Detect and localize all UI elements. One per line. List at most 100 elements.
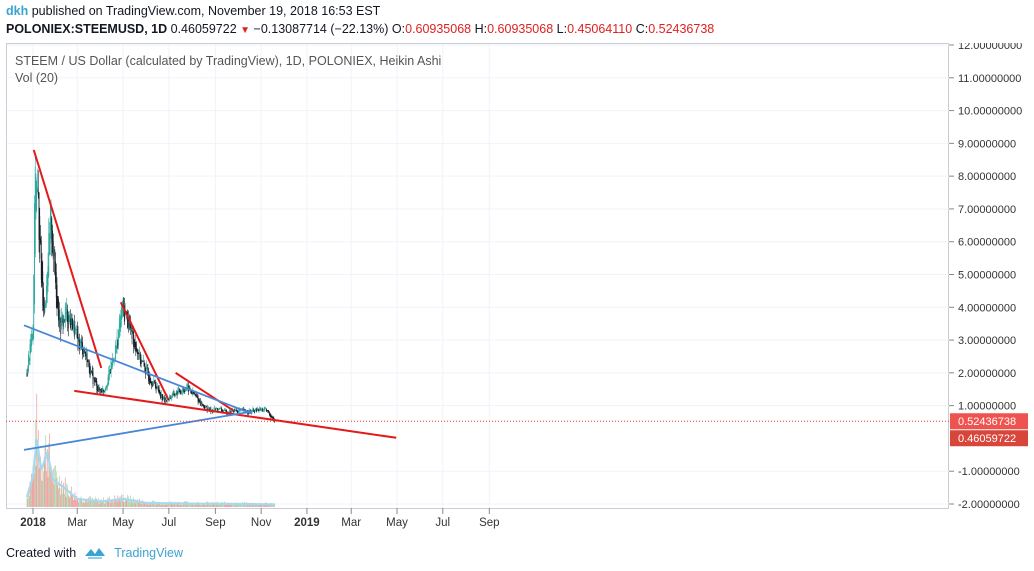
volume-bar <box>166 504 167 507</box>
volume-bar <box>191 503 193 507</box>
candle-body <box>149 378 151 384</box>
volume-bar <box>82 502 84 507</box>
candle-body <box>256 409 258 412</box>
volume-bar <box>133 497 134 507</box>
volume-bar <box>59 487 61 507</box>
candle-body <box>130 324 131 329</box>
candle-body <box>186 384 188 390</box>
candle-body <box>72 324 74 330</box>
volume-bar <box>129 502 131 507</box>
volume-bar <box>272 505 273 507</box>
volume-bar <box>224 503 226 507</box>
candle-body <box>208 408 210 411</box>
volume-bar <box>78 502 80 507</box>
candle-body <box>232 409 234 413</box>
candle-body <box>89 366 91 377</box>
candle-body <box>217 409 219 411</box>
price-badge <box>950 413 1028 430</box>
volume-bar <box>203 502 204 507</box>
volume-bar <box>43 471 44 507</box>
chart-container[interactable]: STEEM / US Dollar (calculated by Trading… <box>6 40 1030 533</box>
high-value: 0.60935068 <box>487 22 554 36</box>
candle-body <box>154 381 155 383</box>
candle-body <box>78 337 80 342</box>
candle-body <box>141 360 143 362</box>
volume-bar <box>127 495 128 507</box>
volume-bar <box>174 503 176 507</box>
volume-bar <box>219 503 221 507</box>
candle-body <box>164 397 166 400</box>
candle-body <box>49 216 51 244</box>
candle-body <box>85 353 87 355</box>
candle-body <box>187 384 189 387</box>
candle-body <box>214 408 216 410</box>
y-axis[interactable]: 12.00000000 11.00000000 10.00000000 9.00000… <box>949 40 1022 511</box>
candle-body <box>191 391 193 395</box>
volume-bar <box>114 495 116 507</box>
candle-body <box>162 397 164 400</box>
candle-body <box>96 381 98 391</box>
published-text: published on TradingView.com, November 1… <box>31 4 381 18</box>
candle-body <box>180 391 182 394</box>
volume-bar <box>26 495 28 507</box>
candle-body <box>64 307 66 320</box>
volume-bar <box>126 500 128 507</box>
volume-bar <box>204 504 206 507</box>
volume-bar <box>163 504 165 507</box>
candle-body <box>102 387 104 393</box>
volume-bar <box>115 499 117 507</box>
price-chart[interactable]: STEEM / US Dollar (calculated by Trading… <box>6 40 1030 533</box>
candle-body <box>31 338 33 340</box>
volume-bar <box>31 475 33 507</box>
volume-bar <box>191 504 192 507</box>
candle-body <box>47 266 49 287</box>
candle-body <box>129 322 131 326</box>
author-name[interactable]: dkh <box>6 4 29 18</box>
volume-bar <box>145 502 147 507</box>
volume-bar <box>88 496 90 507</box>
last-price: 0.46059722 <box>170 22 237 36</box>
volume-bar <box>104 502 106 507</box>
volume-bar <box>269 503 271 507</box>
candle-body <box>117 342 119 346</box>
volume-bar <box>254 505 255 507</box>
volume-bar <box>269 504 270 507</box>
y-tick-label: 8.00000000 <box>958 171 1016 183</box>
volume-bar <box>97 497 99 507</box>
tradingview-brand-link[interactable]: TradingView <box>114 546 183 560</box>
candle-body <box>224 409 226 411</box>
candle-body <box>107 376 109 386</box>
candle-body <box>112 358 113 367</box>
volume-bar <box>190 503 191 507</box>
volume-bar <box>77 498 79 507</box>
candle-body <box>35 177 37 211</box>
candle-body <box>53 249 55 251</box>
candle-body <box>100 389 101 391</box>
volume-bar <box>195 504 197 507</box>
volume-bar <box>264 504 266 507</box>
candle-body <box>163 397 165 403</box>
candle-body <box>257 409 259 411</box>
volume-bar <box>54 466 56 507</box>
candles-layer <box>26 153 276 423</box>
volume-bar <box>72 496 74 507</box>
candle-body <box>124 306 125 322</box>
candle-body <box>39 216 41 259</box>
volume-bar <box>52 481 53 507</box>
volume-bar <box>201 505 203 507</box>
x-tick-label: May <box>386 517 408 529</box>
candle-body <box>155 384 157 391</box>
candle-body <box>30 339 32 353</box>
candle-body <box>56 284 58 308</box>
candle-body <box>61 315 62 327</box>
volume-bar <box>51 470 53 507</box>
volume-bar <box>158 502 160 507</box>
volume-bar <box>118 499 120 507</box>
candle-body <box>46 277 48 295</box>
volume-bar <box>251 503 253 507</box>
candle-body <box>71 318 73 331</box>
x-axis[interactable]: 2018 Mar May Jul Sep Nov 2019 Mar May Jul Sep <box>20 508 500 529</box>
candle-body <box>40 240 42 280</box>
volume-bar <box>259 504 261 507</box>
candle-body <box>51 218 53 243</box>
